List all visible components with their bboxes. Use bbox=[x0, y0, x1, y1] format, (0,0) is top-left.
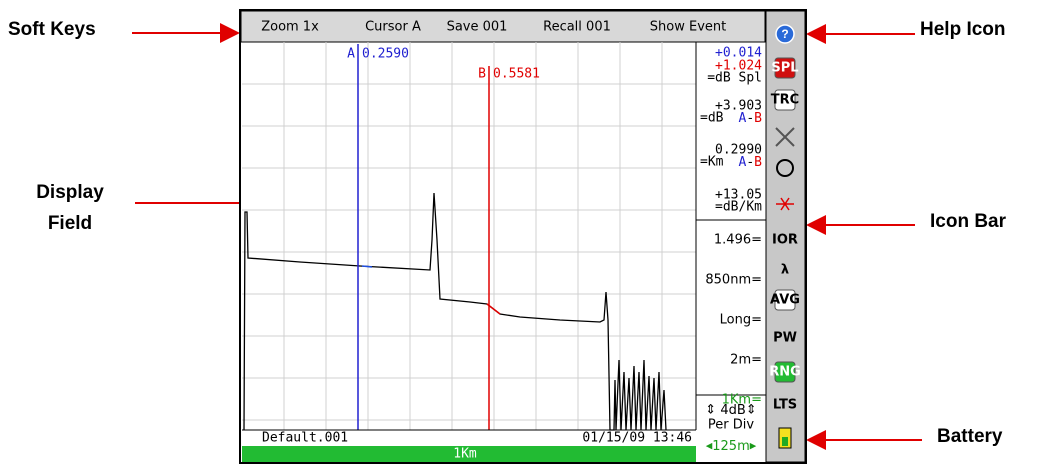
readout: +13.05 bbox=[715, 188, 762, 203]
help-glyph: ? bbox=[781, 27, 788, 41]
trace bbox=[243, 192, 667, 431]
icon-vfl[interactable] bbox=[776, 197, 794, 211]
step: ◂125m▸ bbox=[706, 439, 757, 454]
a: A bbox=[739, 111, 747, 126]
annotation: Help Icon bbox=[920, 19, 1006, 40]
icon[interactable]: IOR bbox=[772, 233, 798, 248]
range-bar bbox=[242, 446, 696, 462]
readout: +0.014 bbox=[715, 46, 762, 61]
icon[interactable]: SPL bbox=[771, 61, 798, 76]
range: 1Km bbox=[453, 447, 477, 462]
icon-bar bbox=[765, 10, 806, 463]
setting[interactable]: 850nm= bbox=[705, 273, 762, 288]
icon[interactable]: AVG bbox=[770, 293, 800, 308]
trace-segment bbox=[361, 265, 373, 268]
icon[interactable]: LTS bbox=[773, 398, 797, 413]
setting[interactable]: Long= bbox=[720, 313, 762, 328]
readout: =dB Spl bbox=[707, 71, 762, 86]
readout: A-B bbox=[739, 111, 763, 126]
annotation: Battery bbox=[937, 426, 1003, 447]
cursor-label: A bbox=[347, 47, 355, 62]
readout: =dB/Km bbox=[715, 200, 762, 215]
readout: +1.024 bbox=[715, 59, 762, 74]
icon-tools[interactable] bbox=[775, 127, 795, 147]
soft-key[interactable]: Zoom 1x bbox=[261, 20, 319, 35]
readout: 0.2990 bbox=[715, 143, 762, 158]
annotation: Icon Bar bbox=[930, 211, 1007, 232]
cursor-label: B bbox=[478, 67, 486, 82]
dash: - bbox=[746, 155, 754, 170]
soft-key[interactable]: Cursor A bbox=[365, 20, 421, 35]
setting[interactable]: 1.496= bbox=[714, 233, 762, 248]
date-time: 01/15/09 13:46 bbox=[582, 431, 692, 446]
per-div: Per Div bbox=[708, 418, 754, 433]
soft-key[interactable]: Show Event bbox=[650, 20, 726, 35]
help-icon[interactable] bbox=[775, 24, 795, 44]
cursor-value: 0.5581 bbox=[493, 67, 540, 82]
scale-value: ⇕ 4dB⇕ bbox=[705, 403, 756, 418]
icon[interactable]: PW bbox=[773, 331, 797, 346]
soft-key[interactable]: Recall 001 bbox=[543, 20, 611, 35]
icon-bg[interactable] bbox=[774, 57, 796, 79]
soft-key[interactable]: Save 001 bbox=[447, 20, 508, 35]
step-bg bbox=[697, 432, 765, 462]
icon[interactable]: λ bbox=[781, 263, 789, 278]
b: B bbox=[754, 111, 762, 126]
icon-target[interactable] bbox=[776, 159, 794, 177]
annotation: Field bbox=[48, 213, 92, 234]
icon-bg[interactable] bbox=[774, 361, 796, 383]
icon-bg[interactable] bbox=[774, 89, 796, 111]
battery-level bbox=[782, 437, 788, 446]
file-name: Default.001 bbox=[262, 431, 348, 446]
icon[interactable]: TRC bbox=[771, 93, 799, 108]
cursor-value: 0.2590 bbox=[362, 47, 409, 62]
readout: =dB bbox=[700, 111, 724, 126]
readout: A-B bbox=[739, 155, 763, 170]
annotation: Display bbox=[36, 182, 104, 203]
device-screen bbox=[239, 9, 807, 464]
readout: +3.903 bbox=[715, 99, 762, 114]
a: A bbox=[739, 155, 747, 170]
setting[interactable]: 1Km= bbox=[722, 393, 762, 408]
annotation: Soft Keys bbox=[8, 19, 96, 40]
icon-bg[interactable] bbox=[774, 289, 796, 311]
icon[interactable]: RNG bbox=[769, 365, 801, 380]
soft-key-bar bbox=[240, 10, 766, 43]
setting[interactable]: 2m= bbox=[730, 353, 762, 368]
dash: - bbox=[746, 111, 754, 126]
b: B bbox=[754, 155, 762, 170]
step-value: 125m bbox=[712, 439, 749, 454]
readout: =Km bbox=[700, 155, 724, 170]
scale: 4dB bbox=[720, 403, 745, 418]
